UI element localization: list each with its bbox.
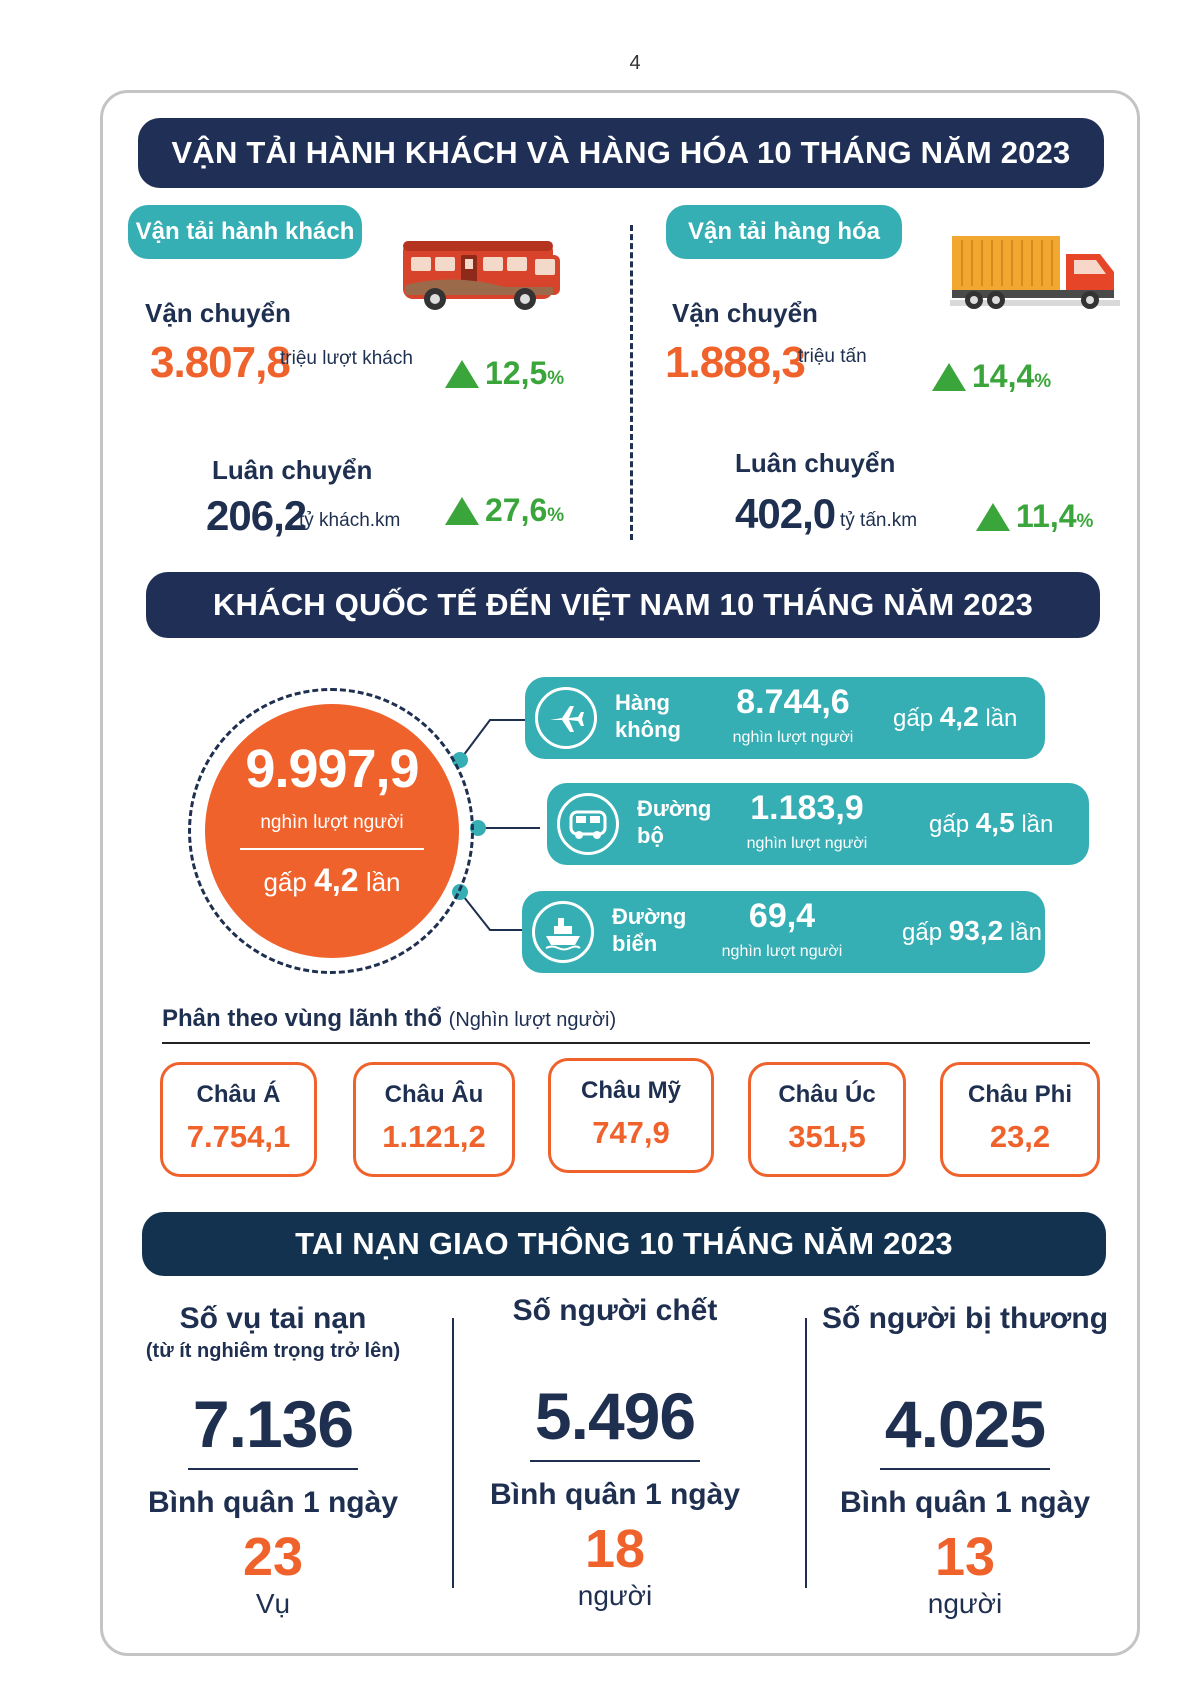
passenger-carried-label: Vận chuyển <box>145 298 291 328</box>
deaths-column: Số người chết 5.496 Bình quân 1 ngày 18 … <box>450 1294 780 1612</box>
deaths-value: 5.496 <box>534 1379 696 1453</box>
region-card-europe: Châu Âu 1.121,2 <box>353 1062 515 1177</box>
freight-carried-label: Vận chuyển <box>672 298 818 328</box>
accident-column-divider <box>452 1318 454 1588</box>
ship-icon <box>545 918 581 951</box>
freight-rotation-growth: 11,4% <box>976 498 1093 535</box>
passenger-rotation-value: 206,2 <box>206 492 307 539</box>
passenger-bus-icon <box>403 241 560 310</box>
passenger-carried-unit: triệu lượt khách <box>280 348 413 369</box>
freight-rotation-label: Luân chuyển <box>735 448 896 478</box>
region-title-rule <box>162 1042 1090 1044</box>
accident-column-divider <box>805 1318 807 1588</box>
freight-truck-icon <box>950 236 1120 309</box>
freight-rotation-value: 402,0 <box>735 490 836 537</box>
up-arrow-icon <box>976 502 1010 531</box>
up-arrow-icon <box>932 362 966 391</box>
mode-card-road: Đường bộ 1.183,9 nghìn lượt người gấp 4,… <box>547 783 1089 865</box>
region-card-america: Châu Mỹ 747,9 <box>548 1058 714 1173</box>
accident-daily-avg: 23 <box>242 1527 304 1587</box>
region-card-africa: Châu Phi 23,2 <box>940 1062 1100 1177</box>
visitors-banner: KHÁCH QUỐC TẾ ĐẾN VIỆT NAM 10 THÁNG NĂM … <box>146 572 1100 638</box>
injured-daily-avg: 13 <box>934 1527 996 1587</box>
visitors-total-circle: 9.997,9 nghìn lượt người gấp 4,2 lần <box>205 704 459 958</box>
transport-divider <box>630 225 633 540</box>
accidents-banner: TAI NẠN GIAO THÔNG 10 THÁNG NĂM 2023 <box>142 1212 1106 1276</box>
deaths-daily-avg: 18 <box>584 1519 646 1579</box>
up-arrow-icon <box>445 359 479 388</box>
accident-count-column: Số vụ tai nạn (từ ít nghiêm trọng trở lê… <box>108 1302 438 1620</box>
injured-value: 4.025 <box>884 1387 1046 1461</box>
region-card-oceania: Châu Úc 351,5 <box>748 1062 906 1177</box>
infographic-frame <box>100 90 1140 1656</box>
transport-banner: VẬN TẢI HÀNH KHÁCH VÀ HÀNG HÓA 10 THÁNG … <box>138 118 1104 188</box>
bus-icon <box>569 810 607 839</box>
passenger-rotation-unit: tỷ khách.km <box>299 510 401 531</box>
visitors-total-multiplier: gấp 4,2 lần <box>263 862 401 898</box>
mode-card-sea: Đường biển 69,4 nghìn lượt người gấp 93,… <box>522 891 1045 973</box>
region-section-title: Phân theo vùng lãnh thổ (Nghìn lượt ngườ… <box>162 1005 617 1032</box>
accident-count-value: 7.136 <box>192 1387 354 1461</box>
mode-card-air: Hàng không 8.744,6 nghìn lượt người gấp … <box>525 677 1045 759</box>
page-number: 4 <box>629 52 641 74</box>
freight-rotation-unit: tỷ tấn.km <box>840 510 918 531</box>
freight-carried-value: 1.888,3 <box>665 338 806 387</box>
passenger-rotation-growth: 27,6% <box>445 492 564 529</box>
visitors-total-value: 9.997,9 <box>245 739 419 799</box>
passenger-rotation-label: Luân chuyển <box>212 455 373 485</box>
freight-title-pill: Vận tải hàng hóa <box>666 205 902 259</box>
freight-carried-unit: triệu tấn <box>798 346 867 367</box>
up-arrow-icon <box>445 496 479 525</box>
total-dashed-ring <box>188 688 474 974</box>
airplane-icon <box>550 706 584 732</box>
passenger-carried-value: 3.807,8 <box>150 338 291 387</box>
injured-column: Số người bị thương 4.025 Bình quân 1 ngà… <box>800 1302 1130 1620</box>
passenger-title-pill: Vận tải hành khách <box>128 205 362 259</box>
visitors-total-unit: nghìn lượt người <box>260 812 404 833</box>
freight-carried-growth: 14,4% <box>932 358 1051 395</box>
passenger-carried-growth: 12,5% <box>445 355 564 392</box>
region-card-asia: Châu Á 7.754,1 <box>160 1062 317 1177</box>
